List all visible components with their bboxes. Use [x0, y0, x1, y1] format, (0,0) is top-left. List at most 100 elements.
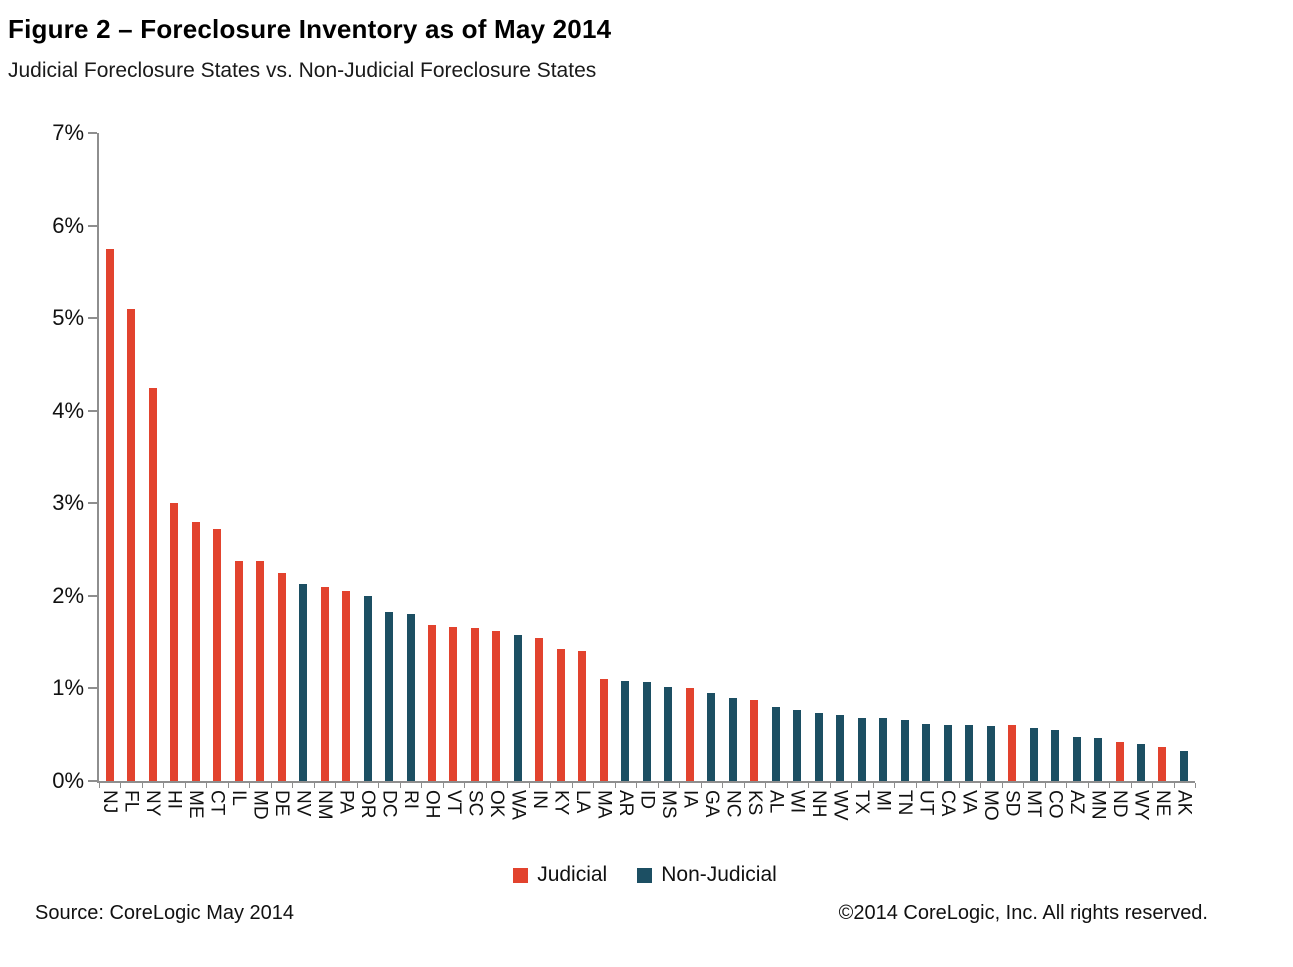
x-axis-label-AZ: AZ	[1066, 790, 1088, 815]
legend-item-non-judicial: Non-Judicial	[637, 863, 777, 887]
bar-slot-UT	[915, 133, 936, 781]
bar-slot-TX	[851, 133, 872, 781]
bar-slot-IA	[679, 133, 700, 781]
x-axis-tick	[292, 783, 294, 788]
bar-slot-ND	[1109, 133, 1130, 781]
x-axis-label-KS: KS	[743, 790, 765, 816]
x-axis-label-IL: IL	[228, 790, 250, 806]
bar-CT	[213, 529, 222, 781]
bar-CO	[1051, 730, 1060, 781]
bar-slot-NV	[292, 133, 313, 781]
bar-slot-MS	[658, 133, 679, 781]
bar-NJ	[105, 248, 114, 781]
x-axis-label-AR: AR	[614, 790, 636, 817]
x-axis-label-VA: VA	[958, 790, 980, 814]
x-axis-tick	[163, 783, 165, 788]
bar-slot-MA	[593, 133, 614, 781]
x-axis-label-ND: ND	[1109, 790, 1130, 818]
x-axis-tick	[915, 783, 917, 788]
x-axis-tick	[1130, 783, 1132, 788]
legend: Judicial Non-Judicial	[97, 863, 1193, 887]
x-axis-label-LA: LA	[571, 790, 593, 814]
bar-CA	[943, 725, 952, 781]
x-axis-label-CO: CO	[1044, 790, 1066, 819]
x-axis-label-HI: HI	[163, 790, 185, 809]
bar-slot-AR	[615, 133, 636, 781]
x-axis-tick	[485, 783, 487, 788]
x-axis-tick	[679, 783, 681, 788]
x-axis-labels: NJ FL NY HI ME CT IL MD DE NV NM PA OR DC RI OH VT SC OK WA…	[99, 790, 1195, 821]
bar-MS	[664, 686, 673, 781]
bar-slot-IN	[529, 133, 550, 781]
bar-slot-NJ	[99, 133, 120, 781]
x-axis-label-VT: VT	[442, 790, 464, 815]
bar-slot-RI	[400, 133, 421, 781]
bar-ME	[191, 521, 200, 781]
bar-slot-WY	[1130, 133, 1151, 781]
bar-slot-HI	[163, 133, 184, 781]
x-axis-tick	[335, 783, 337, 788]
x-axis-label-NC: NC	[722, 790, 744, 818]
x-axis-tick	[980, 783, 982, 788]
bar-DC	[385, 611, 394, 781]
bar-IL	[234, 560, 243, 781]
x-axis-tick	[99, 783, 100, 788]
bar-OR	[363, 595, 372, 781]
bar-slot-ID	[636, 133, 657, 781]
bar-slot-NY	[142, 133, 163, 781]
bar-OH	[428, 624, 436, 781]
x-axis-tick	[1152, 783, 1154, 788]
x-axis-tick	[657, 783, 659, 788]
copyright-note: ©2014 CoreLogic, Inc. All rights reserve…	[838, 902, 1208, 924]
x-axis-tick	[528, 783, 530, 788]
bar-slot-DE	[271, 133, 292, 781]
bar-NH	[814, 713, 823, 781]
bar-NM	[320, 586, 329, 781]
x-axis-label-WA: WA	[507, 790, 529, 820]
x-axis-tick	[851, 783, 853, 788]
bar-slot-MI	[872, 133, 893, 781]
x-axis-tick	[120, 783, 122, 788]
bar-slot-CO	[1044, 133, 1065, 781]
y-axis-label: 4%	[52, 397, 84, 423]
bar-slot-CT	[206, 133, 227, 781]
x-axis-tick	[722, 783, 724, 788]
x-axis-tick	[550, 783, 552, 788]
x-axis-tick	[937, 783, 939, 788]
bar-slot-TN	[894, 133, 915, 781]
bar-OK	[492, 631, 501, 781]
x-axis-tick	[614, 783, 616, 788]
bar-UT	[922, 723, 931, 781]
y-axis-label: 5%	[52, 305, 84, 331]
x-axis-label-NJ: NJ	[99, 790, 121, 814]
x-axis-tick	[808, 783, 810, 788]
x-axis-label-TX: TX	[851, 790, 873, 815]
x-axis-label-CT: CT	[206, 790, 228, 816]
bar-MT	[1029, 728, 1038, 781]
x-axis-label-NY: NY	[142, 790, 164, 817]
x-axis-tick	[571, 783, 573, 788]
non-judicial-swatch-icon	[637, 867, 653, 883]
x-axis-label-AL: AL	[765, 790, 787, 814]
bar-series	[99, 133, 1195, 781]
x-axis-label-MO: MO	[980, 790, 1002, 821]
bar-slot-ME	[185, 133, 206, 781]
bar-slot-KS	[744, 133, 765, 781]
bar-MD	[256, 560, 265, 781]
x-axis-tick	[464, 783, 466, 788]
bar-slot-PA	[335, 133, 356, 781]
bar-slot-NH	[808, 133, 829, 781]
x-axis-tick	[184, 783, 186, 788]
x-axis-tick	[442, 783, 444, 788]
bar-slot-VA	[958, 133, 979, 781]
bar-TX	[857, 718, 866, 781]
bar-slot-NE	[1152, 133, 1173, 781]
bar-slot-WA	[507, 133, 528, 781]
bar-WA	[513, 634, 522, 781]
bar-slot-MT	[1023, 133, 1044, 781]
bar-slot-DC	[378, 133, 399, 781]
x-axis-tick	[227, 783, 229, 788]
x-axis-label-AK: AK	[1173, 790, 1195, 816]
bar-WV	[836, 715, 845, 781]
